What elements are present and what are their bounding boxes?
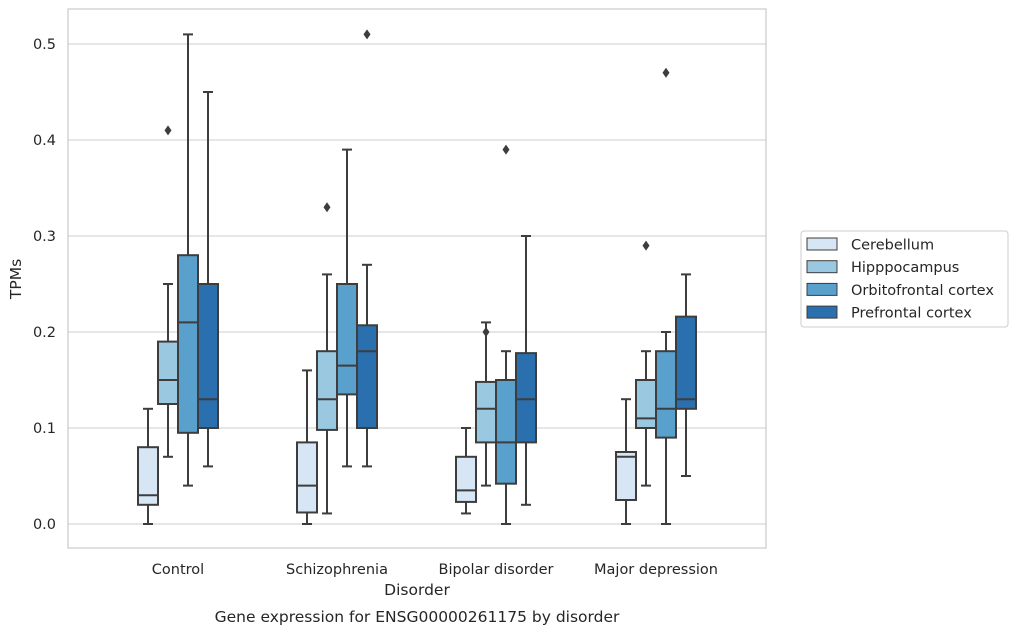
y-tick-labels: 0.0 0.1 0.2 0.3 0.4 0.5 — [33, 37, 56, 533]
box-cerebellum — [296, 369, 318, 525]
legend-swatch — [806, 282, 838, 296]
legend-swatch — [806, 237, 838, 251]
box-iqr — [455, 455, 477, 503]
legend-swatch — [806, 305, 838, 319]
x-tick-label: Major depression — [594, 562, 718, 578]
y-tick-label: 0.0 — [33, 517, 56, 533]
box-iqr — [316, 350, 338, 431]
outlier-point — [482, 327, 490, 337]
box-iqr — [296, 441, 318, 514]
figure-caption: Gene expression for ENSG00000261175 by d… — [215, 608, 620, 626]
y-tick-label: 0.2 — [33, 325, 56, 341]
box-series — [137, 29, 697, 525]
y-tick-label: 0.1 — [33, 421, 56, 437]
box-prefrontal-cortex — [197, 91, 219, 468]
legend: Cerebellum Hipppocampus Orbitofrontal cort… — [800, 230, 1009, 328]
box-iqr — [157, 340, 179, 406]
box-hipppocampus — [157, 125, 179, 458]
box-iqr — [495, 379, 517, 485]
box-iqr — [177, 254, 199, 434]
box-iqr — [515, 352, 537, 444]
box-iqr — [336, 283, 358, 396]
box-iqr — [635, 379, 657, 429]
outlier-point — [323, 202, 331, 213]
legend-frame — [800, 230, 1009, 328]
outlier-point — [164, 125, 172, 136]
legend-label: Cerebellum — [851, 238, 934, 254]
legend-label: Hipppocampus — [851, 260, 959, 276]
box-iqr — [137, 446, 159, 506]
outlier-point — [502, 144, 510, 155]
y-tick-label: 0.5 — [33, 37, 56, 53]
box-iqr — [197, 283, 219, 429]
box-orbitofrontal-cortex — [177, 33, 199, 487]
box-iqr — [475, 380, 497, 444]
outlier-point — [363, 29, 371, 40]
box-iqr — [356, 324, 378, 429]
x-tick-label: Bipolar disorder — [439, 562, 554, 578]
x-axis-label: Disorder — [384, 581, 450, 599]
y-tick-label: 0.3 — [33, 229, 56, 245]
x-tick-label: Schizophrenia — [286, 562, 388, 578]
box-cerebellum — [455, 427, 477, 515]
box-hipppocampus — [475, 321, 497, 487]
outlier-point — [642, 240, 650, 251]
box-cerebellum — [615, 398, 637, 525]
y-axis-label: TPMs — [7, 259, 25, 300]
box-prefrontal-cortex — [675, 273, 697, 477]
x-tick-label: Control — [152, 562, 204, 578]
box-iqr — [675, 315, 697, 410]
y-tick-label: 0.4 — [33, 133, 56, 149]
box-prefrontal-cortex — [515, 235, 537, 506]
box-iqr — [615, 451, 637, 501]
plot-frame — [67, 8, 767, 549]
legend-label: Prefrontal cortex — [851, 306, 972, 322]
legend-label: Orbitofrontal cortex — [851, 283, 994, 299]
box-cerebellum — [137, 407, 159, 525]
x-tick-labels: Control Schizophrenia Bipolar disorder Majo… — [152, 562, 718, 578]
plot-background — [68, 9, 766, 548]
box-orbitofrontal-cortex — [495, 144, 517, 525]
legend-swatch — [806, 260, 838, 274]
box-prefrontal-cortex — [356, 29, 378, 468]
box-iqr — [655, 350, 677, 439]
outlier-point — [662, 67, 670, 78]
